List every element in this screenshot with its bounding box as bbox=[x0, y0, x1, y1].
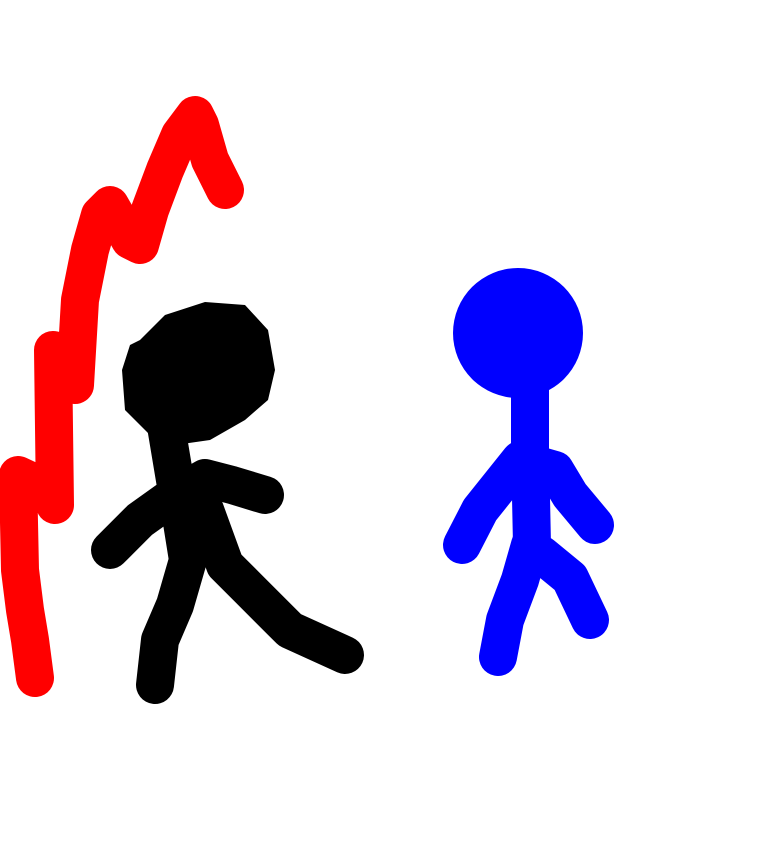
blue-figure-right-leg bbox=[523, 536, 609, 639]
blue-figure-head bbox=[453, 268, 583, 398]
black-figure-right-leg bbox=[186, 491, 364, 674]
black-figure-arms bbox=[91, 459, 284, 569]
black-figure-left-leg bbox=[136, 541, 207, 704]
black-stick-figure bbox=[91, 302, 364, 704]
blue-figure-arms bbox=[443, 441, 614, 564]
red-scribble-line bbox=[0, 96, 244, 697]
black-figure-head bbox=[122, 302, 275, 445]
blue-stick-figure bbox=[443, 268, 614, 676]
